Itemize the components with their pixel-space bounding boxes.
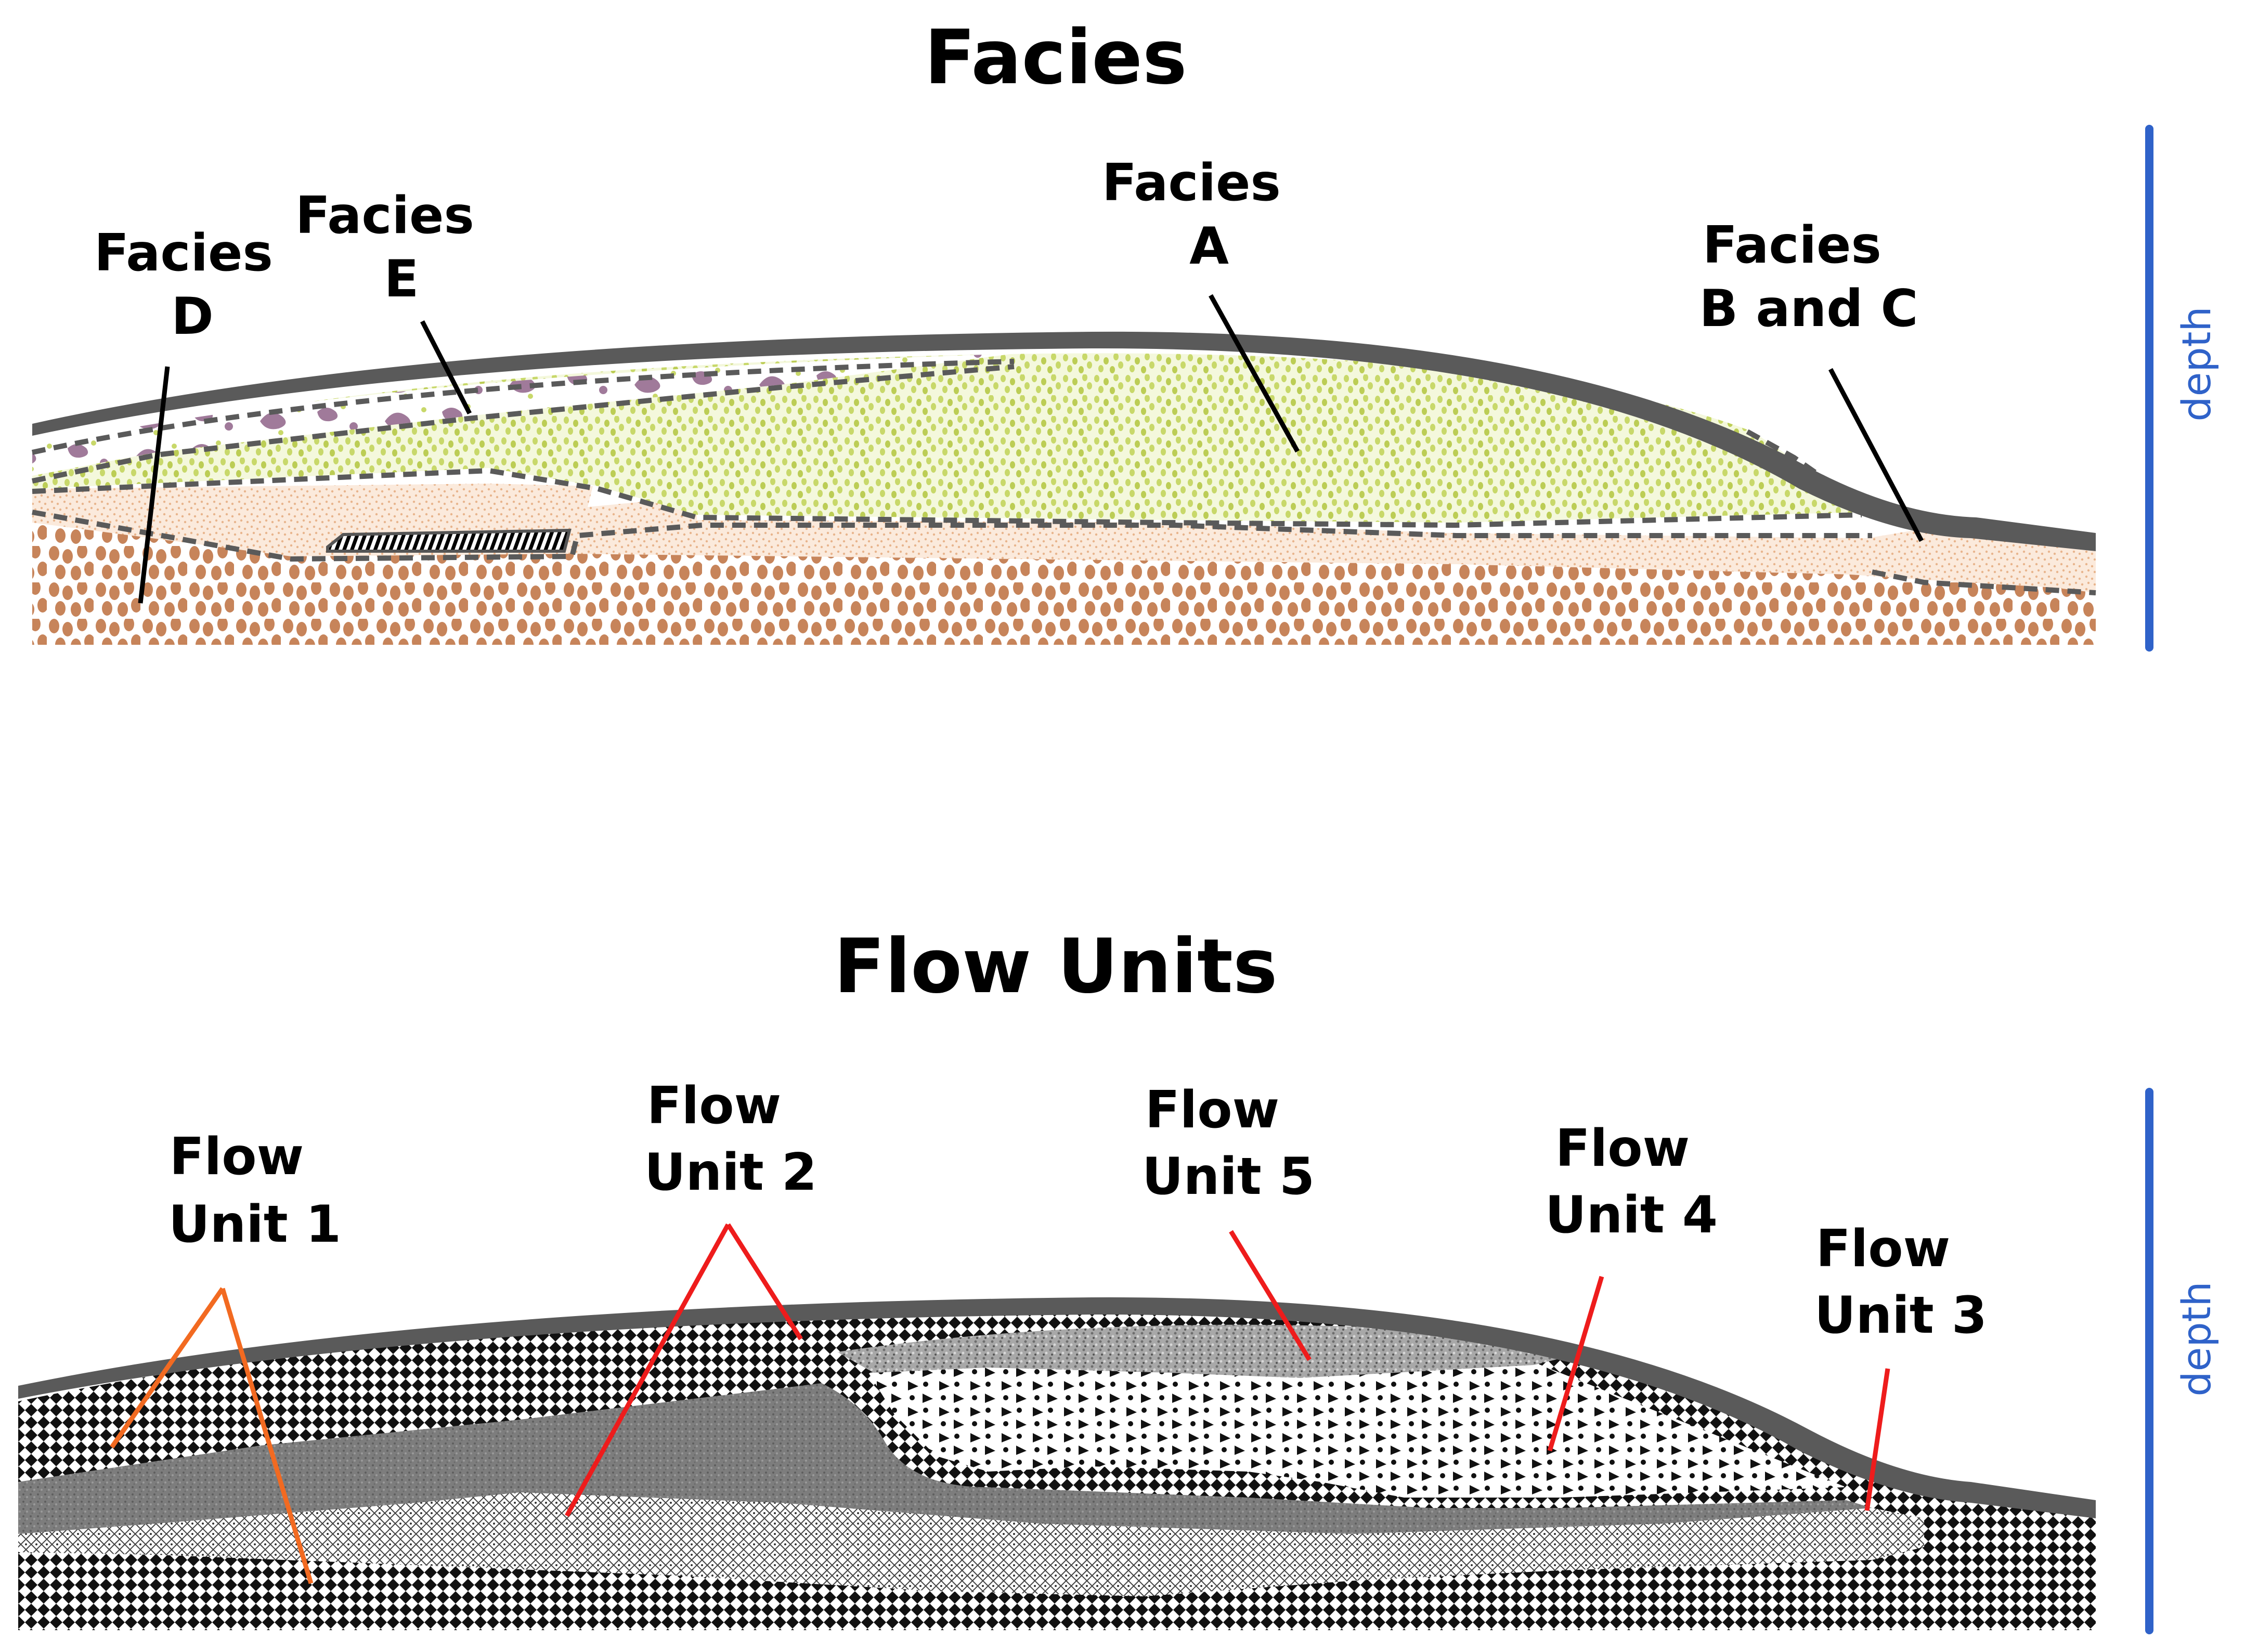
facies-e-label: Facies E	[295, 186, 492, 309]
flow-unit-4-leader	[1547, 1276, 1604, 1452]
flow-unit-1-leader	[110, 1287, 314, 1584]
facies-e-layer	[32, 354, 1014, 476]
facies-d-label: Facies D	[94, 224, 291, 346]
flow-unit-4-label: Flow Unit 4	[1545, 1119, 1718, 1245]
flow-unit-5-layer	[837, 1324, 1586, 1378]
flow-unit-2-label: Flow Unit 2	[644, 1076, 817, 1202]
facies-bc-base-boundary	[32, 510, 1872, 562]
facies-bc-layer	[32, 484, 2096, 593]
facies-bc-right-boundary	[1872, 569, 2096, 595]
flow-unit-5-label: Flow Unit 5	[1142, 1081, 1315, 1206]
flow-units-title: Flow Units	[834, 922, 1277, 1010]
flow-unit-3-layer	[18, 1492, 1924, 1596]
facies-d-leader	[138, 366, 170, 604]
facies-bc-label: Facies B and C	[1699, 216, 1918, 339]
flow-unit-2-leader	[565, 1223, 803, 1517]
facies-bc-leader	[1828, 368, 1924, 542]
flow-unit-5-leader	[1229, 1230, 1312, 1361]
facies-panel: Facies Facies D Facies E	[31, 14, 2220, 652]
flow-units-depth-label: depth	[2173, 1281, 2220, 1396]
facies-cap-layer	[32, 331, 2096, 551]
facies-e-leader	[420, 320, 472, 415]
facies-a-base-boundary	[32, 467, 1862, 528]
hatched-lens	[326, 528, 572, 553]
flow-unit-3-label: Flow Unit 3	[1814, 1219, 1987, 1345]
flow-cap-layer	[18, 1297, 2096, 1518]
facies-e-base-boundary	[31, 364, 1015, 484]
flow-unit-3-leader	[1864, 1368, 1890, 1511]
facies-a-label: Facies A	[1102, 153, 1299, 276]
facies-a-leader	[1209, 294, 1300, 453]
flow-unit-1-label: Flow Unit 1	[168, 1127, 341, 1254]
facies-e-top-boundary	[31, 359, 1015, 455]
facies-depth-label: depth	[2173, 306, 2220, 421]
flow-units-panel: Flow Units Flow Unit 1 Flow	[18, 922, 2220, 1634]
flow-unit-4-layer	[868, 1362, 1846, 1498]
facies-title: Facies	[924, 14, 1187, 101]
